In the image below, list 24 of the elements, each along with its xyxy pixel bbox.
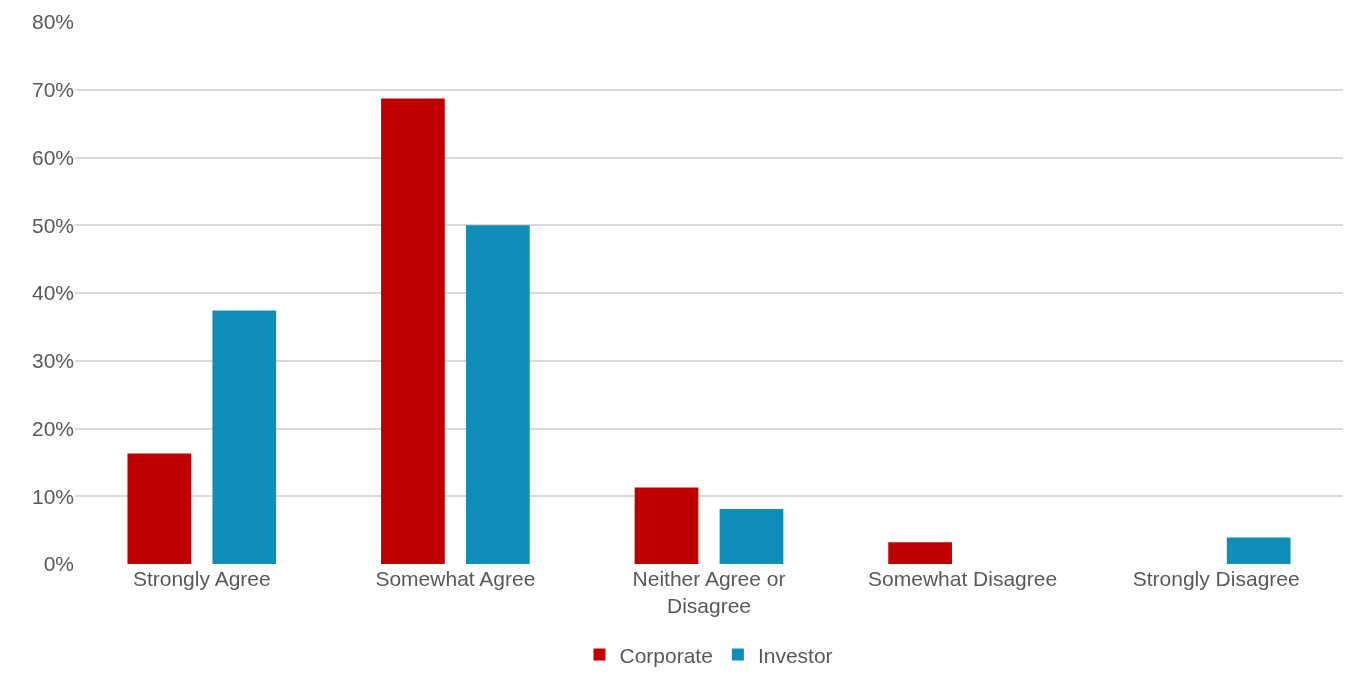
y-tick-label: 80%: [31, 10, 74, 34]
y-tick-label: 30%: [31, 349, 74, 373]
y-tick-label: 60%: [31, 145, 74, 169]
bar: [888, 542, 952, 564]
bar: [212, 310, 277, 564]
legend-label: Investor: [757, 643, 833, 667]
bar: [634, 487, 699, 564]
x-tick-label: Strongly Agree: [132, 567, 271, 590]
bar: [719, 509, 784, 564]
bar: [127, 453, 192, 564]
y-tick-label: 20%: [31, 416, 74, 440]
x-tick-label: Somewhat Disagree: [868, 567, 1058, 590]
x-tick-label: Neither Agree or Disagree: [632, 567, 786, 618]
y-tick-label: 70%: [31, 78, 74, 102]
x-tick-label: Somewhat Agree: [375, 567, 536, 590]
bar: [381, 98, 445, 564]
legend-label: Corporate: [619, 643, 713, 667]
y-tick-label: 10%: [31, 484, 74, 508]
bar: [466, 225, 530, 564]
y-tick-label: 0%: [43, 552, 74, 576]
bar: [1226, 537, 1291, 564]
x-tick-label: Strongly Disagree: [1132, 567, 1300, 590]
y-tick-label: 40%: [31, 281, 74, 305]
y-tick-label: 50%: [31, 213, 74, 237]
